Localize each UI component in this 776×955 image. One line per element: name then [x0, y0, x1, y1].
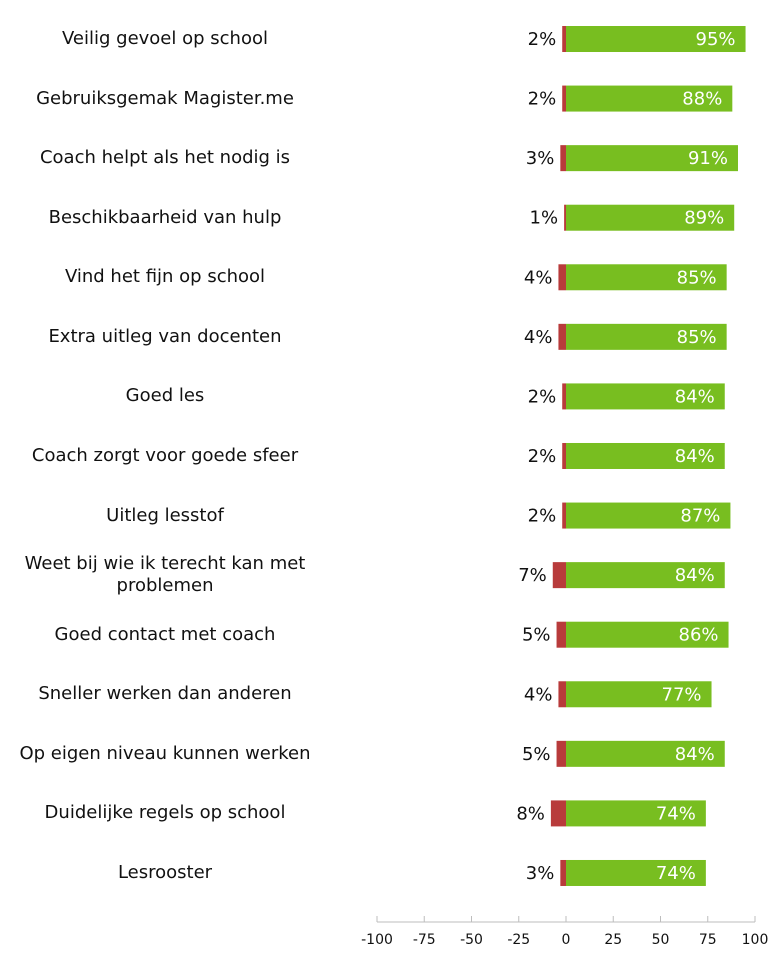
data-label-positive: 84% [675, 386, 715, 407]
data-label-positive: 84% [675, 744, 715, 765]
data-label-positive: 95% [696, 29, 736, 50]
bar-negative [562, 85, 566, 112]
category-label: Uitleg lesstof [106, 504, 224, 526]
category-label: Goed contact met coach [54, 623, 276, 645]
bar-negative [562, 26, 566, 52]
x-tick-label: 25 [604, 932, 622, 948]
bar-positive [566, 264, 727, 291]
bar-negative [560, 859, 566, 886]
bar-negative [556, 740, 566, 767]
data-label-positive: 89% [684, 208, 724, 229]
category-label: Goed les [125, 385, 205, 407]
bar-positive [566, 621, 729, 648]
x-tick-label: -25 [507, 932, 530, 948]
bar-positive [566, 681, 712, 708]
data-label-negative: 2% [528, 386, 557, 407]
bar-positive [566, 26, 746, 52]
category-label: Veilig gevoel op school [62, 28, 268, 49]
bar-positive [566, 323, 727, 350]
x-tick-label: -50 [460, 932, 483, 948]
data-label-negative: 3% [526, 148, 555, 169]
bar-positive [566, 740, 725, 767]
data-label-negative: 7% [518, 565, 547, 586]
category-label: Coach helpt als het nodig is [39, 147, 291, 169]
bar-positive [566, 145, 738, 172]
data-label-positive: 88% [682, 89, 722, 110]
bar-negative [560, 145, 566, 172]
data-label-positive: 84% [675, 446, 715, 467]
data-label-negative: 8% [516, 803, 545, 824]
data-label-negative: 2% [528, 89, 557, 110]
bar-negative [556, 621, 566, 648]
data-label-negative: 4% [524, 684, 553, 705]
data-label-negative: 1% [530, 208, 559, 229]
data-label-negative: 2% [528, 29, 557, 50]
data-label-positive: 84% [675, 565, 715, 586]
bar-negative [552, 562, 566, 589]
bar-positive [566, 85, 733, 112]
bar-positive [566, 859, 706, 886]
data-label-positive: 85% [677, 327, 717, 348]
category-label: Sneller werken dan anderen [38, 683, 292, 705]
data-label-negative: 4% [524, 267, 553, 288]
category-label: Weet bij wie ik terecht kan met probleme… [24, 553, 306, 597]
bar-positive [566, 800, 706, 827]
category-label: Coach zorgt voor goede sfeer [31, 444, 299, 466]
data-label-negative: 5% [522, 744, 551, 765]
x-tick-label: -100 [361, 932, 393, 948]
category-label: Lesrooster [117, 861, 213, 883]
bar-negative [558, 264, 566, 291]
data-label-positive: 74% [656, 863, 696, 884]
x-tick-label: 0 [562, 932, 571, 948]
x-tick-label: 75 [699, 932, 717, 948]
data-label-negative: 3% [526, 863, 555, 884]
data-label-negative: 4% [524, 327, 553, 348]
bar-positive [566, 442, 725, 469]
bar-negative [564, 204, 566, 231]
bar-negative [562, 383, 566, 410]
data-label-negative: 2% [528, 446, 557, 467]
bar-negative [558, 681, 566, 708]
x-tick-label: -75 [413, 932, 436, 948]
data-label-negative: 2% [528, 506, 557, 527]
x-tick-label: 100 [742, 932, 769, 948]
category-label: Duidelijke regels op school [44, 802, 286, 824]
bar-positive [566, 204, 735, 231]
bar-negative [562, 502, 566, 529]
bar-negative [562, 442, 566, 469]
data-label-positive: 86% [679, 625, 719, 646]
data-label-positive: 85% [677, 267, 717, 288]
data-label-positive: 77% [662, 684, 702, 705]
category-label: Gebruiksgemak Magister.me [36, 87, 294, 109]
bar-positive [566, 383, 725, 410]
category-label: Op eigen niveau kunnen werken [19, 742, 311, 764]
data-label-negative: 5% [522, 625, 551, 646]
data-label-positive: 91% [688, 148, 728, 169]
bar-positive [566, 562, 725, 589]
category-label: Vind het fijn op school [64, 266, 266, 288]
data-label-positive: 74% [656, 803, 696, 824]
bar-positive [566, 502, 731, 529]
bar-negative [550, 800, 566, 827]
category-label: Beschikbaarheid van hulp [48, 206, 282, 228]
data-label-positive: 87% [680, 506, 720, 527]
x-tick-label: 50 [652, 932, 670, 948]
bar-negative [558, 323, 566, 350]
category-label: Extra uitleg van docenten [48, 325, 282, 347]
